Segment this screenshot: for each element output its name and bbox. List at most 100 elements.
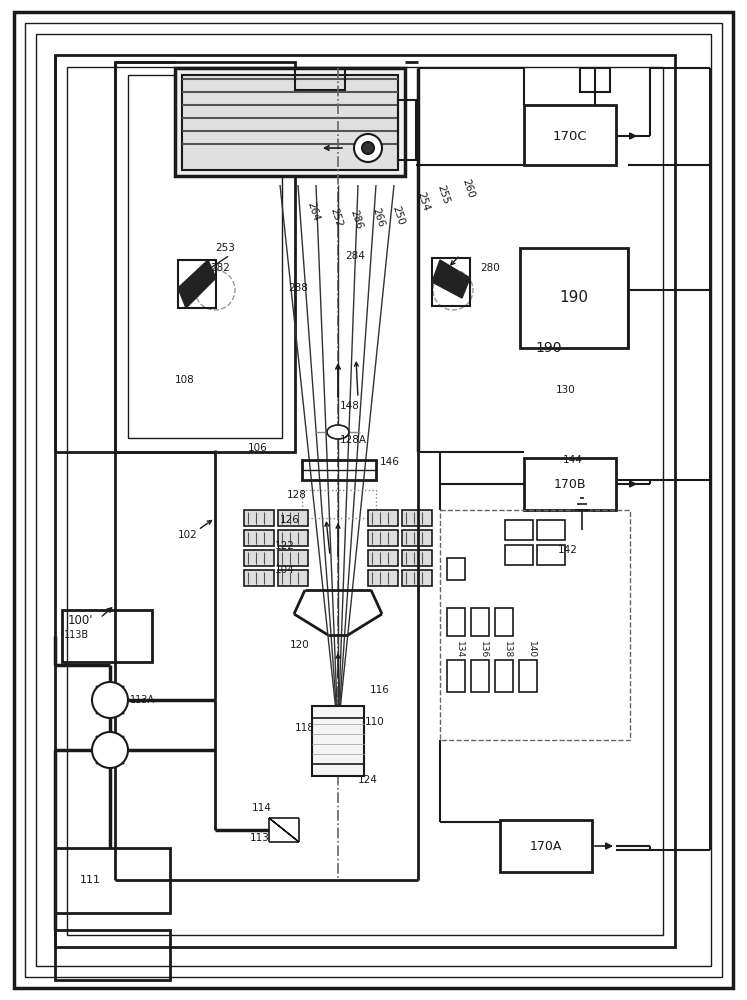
Bar <box>402 510 432 526</box>
Text: 142: 142 <box>558 545 578 555</box>
Text: 190: 190 <box>536 341 562 355</box>
Text: 136: 136 <box>479 641 488 659</box>
Circle shape <box>92 682 128 718</box>
Ellipse shape <box>327 425 349 439</box>
Text: 116: 116 <box>370 685 390 695</box>
Bar <box>244 510 274 526</box>
Text: 140: 140 <box>527 641 536 659</box>
Text: 126: 126 <box>280 515 300 525</box>
Text: 266: 266 <box>370 207 385 229</box>
Bar <box>302 460 376 480</box>
Bar <box>402 550 432 566</box>
Bar <box>537 520 565 540</box>
Bar <box>537 545 565 565</box>
Text: 282: 282 <box>210 263 230 273</box>
Bar <box>182 75 398 170</box>
Bar <box>471 660 489 692</box>
Bar <box>524 458 616 510</box>
Bar <box>368 570 398 586</box>
Bar <box>440 510 630 740</box>
Text: 190: 190 <box>560 290 589 306</box>
Text: 120: 120 <box>290 640 310 650</box>
Bar <box>55 930 170 980</box>
Text: 100': 100' <box>68 613 93 626</box>
Bar <box>278 570 308 586</box>
Circle shape <box>92 732 128 768</box>
Text: 250: 250 <box>390 204 406 226</box>
Circle shape <box>354 134 382 162</box>
Text: 264: 264 <box>305 201 320 223</box>
Text: 134: 134 <box>455 641 464 659</box>
Text: 144: 144 <box>563 455 583 465</box>
Bar <box>402 570 432 586</box>
Bar <box>520 248 628 348</box>
Text: 146: 146 <box>380 457 400 467</box>
Bar <box>175 68 405 176</box>
Text: 138: 138 <box>503 641 512 659</box>
Text: 288: 288 <box>288 283 308 293</box>
Bar <box>500 820 592 872</box>
Bar <box>447 660 465 692</box>
Text: 252: 252 <box>328 207 344 229</box>
Text: 114: 114 <box>252 803 272 813</box>
Bar <box>312 706 364 776</box>
Text: 113: 113 <box>250 833 270 843</box>
Bar <box>244 550 274 566</box>
Bar <box>505 520 533 540</box>
Bar <box>55 848 170 913</box>
Text: 254: 254 <box>415 191 431 213</box>
Bar <box>115 62 295 452</box>
Text: 260: 260 <box>460 177 476 199</box>
Text: 286: 286 <box>348 209 364 231</box>
Bar <box>471 608 489 636</box>
Bar <box>447 608 465 636</box>
Text: 128: 128 <box>287 490 307 500</box>
Text: 284: 284 <box>345 251 365 261</box>
Text: 124: 124 <box>358 775 378 785</box>
Text: 118: 118 <box>295 723 315 733</box>
Bar <box>505 545 533 565</box>
Text: 102: 102 <box>178 530 198 540</box>
Bar <box>524 105 616 165</box>
Bar <box>447 558 465 580</box>
Bar <box>55 55 675 947</box>
Text: 104: 104 <box>275 565 295 575</box>
Bar <box>278 510 308 526</box>
Text: 280: 280 <box>480 263 500 273</box>
Bar <box>368 550 398 566</box>
Bar <box>244 570 274 586</box>
Bar <box>368 510 398 526</box>
Bar <box>580 68 610 92</box>
Bar <box>244 530 274 546</box>
Polygon shape <box>178 260 216 308</box>
Bar <box>402 530 432 546</box>
Bar <box>495 660 513 692</box>
Text: 255: 255 <box>435 184 450 206</box>
Bar <box>178 260 216 308</box>
Bar <box>432 258 470 306</box>
Text: 113A: 113A <box>130 695 155 705</box>
Bar <box>519 660 537 692</box>
Bar <box>128 75 282 438</box>
Polygon shape <box>269 818 299 842</box>
Bar <box>278 530 308 546</box>
Text: 113B: 113B <box>64 630 89 640</box>
Bar <box>295 68 345 90</box>
Bar <box>67 67 663 935</box>
Text: 106: 106 <box>248 443 267 453</box>
Bar <box>62 610 152 662</box>
Text: 108: 108 <box>175 375 195 385</box>
Polygon shape <box>432 260 470 298</box>
Text: 170B: 170B <box>554 478 586 490</box>
Bar <box>278 550 308 566</box>
Text: 128A: 128A <box>340 435 367 445</box>
Bar <box>398 100 416 160</box>
Text: 148: 148 <box>340 401 360 411</box>
Text: 170C: 170C <box>553 129 587 142</box>
Text: 111: 111 <box>79 875 101 885</box>
Bar <box>368 530 398 546</box>
Text: 110: 110 <box>365 717 385 727</box>
Bar <box>302 490 376 518</box>
Text: 130: 130 <box>556 385 576 395</box>
Text: 170A: 170A <box>530 840 562 852</box>
